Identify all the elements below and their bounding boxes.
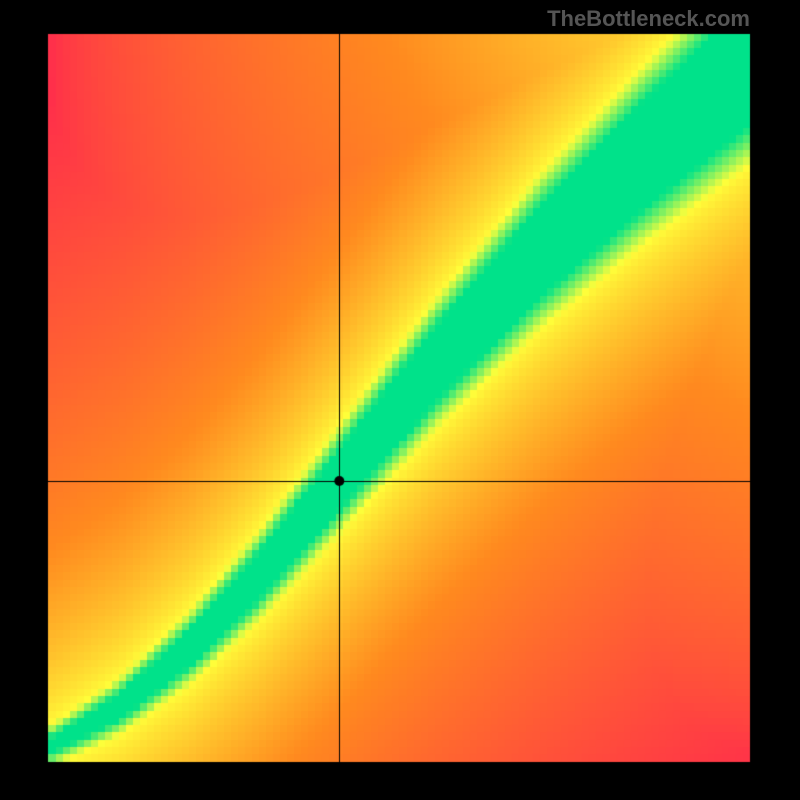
watermark-text: TheBottleneck.com xyxy=(547,6,750,32)
bottleneck-heatmap xyxy=(0,0,800,800)
chart-container: TheBottleneck.com xyxy=(0,0,800,800)
